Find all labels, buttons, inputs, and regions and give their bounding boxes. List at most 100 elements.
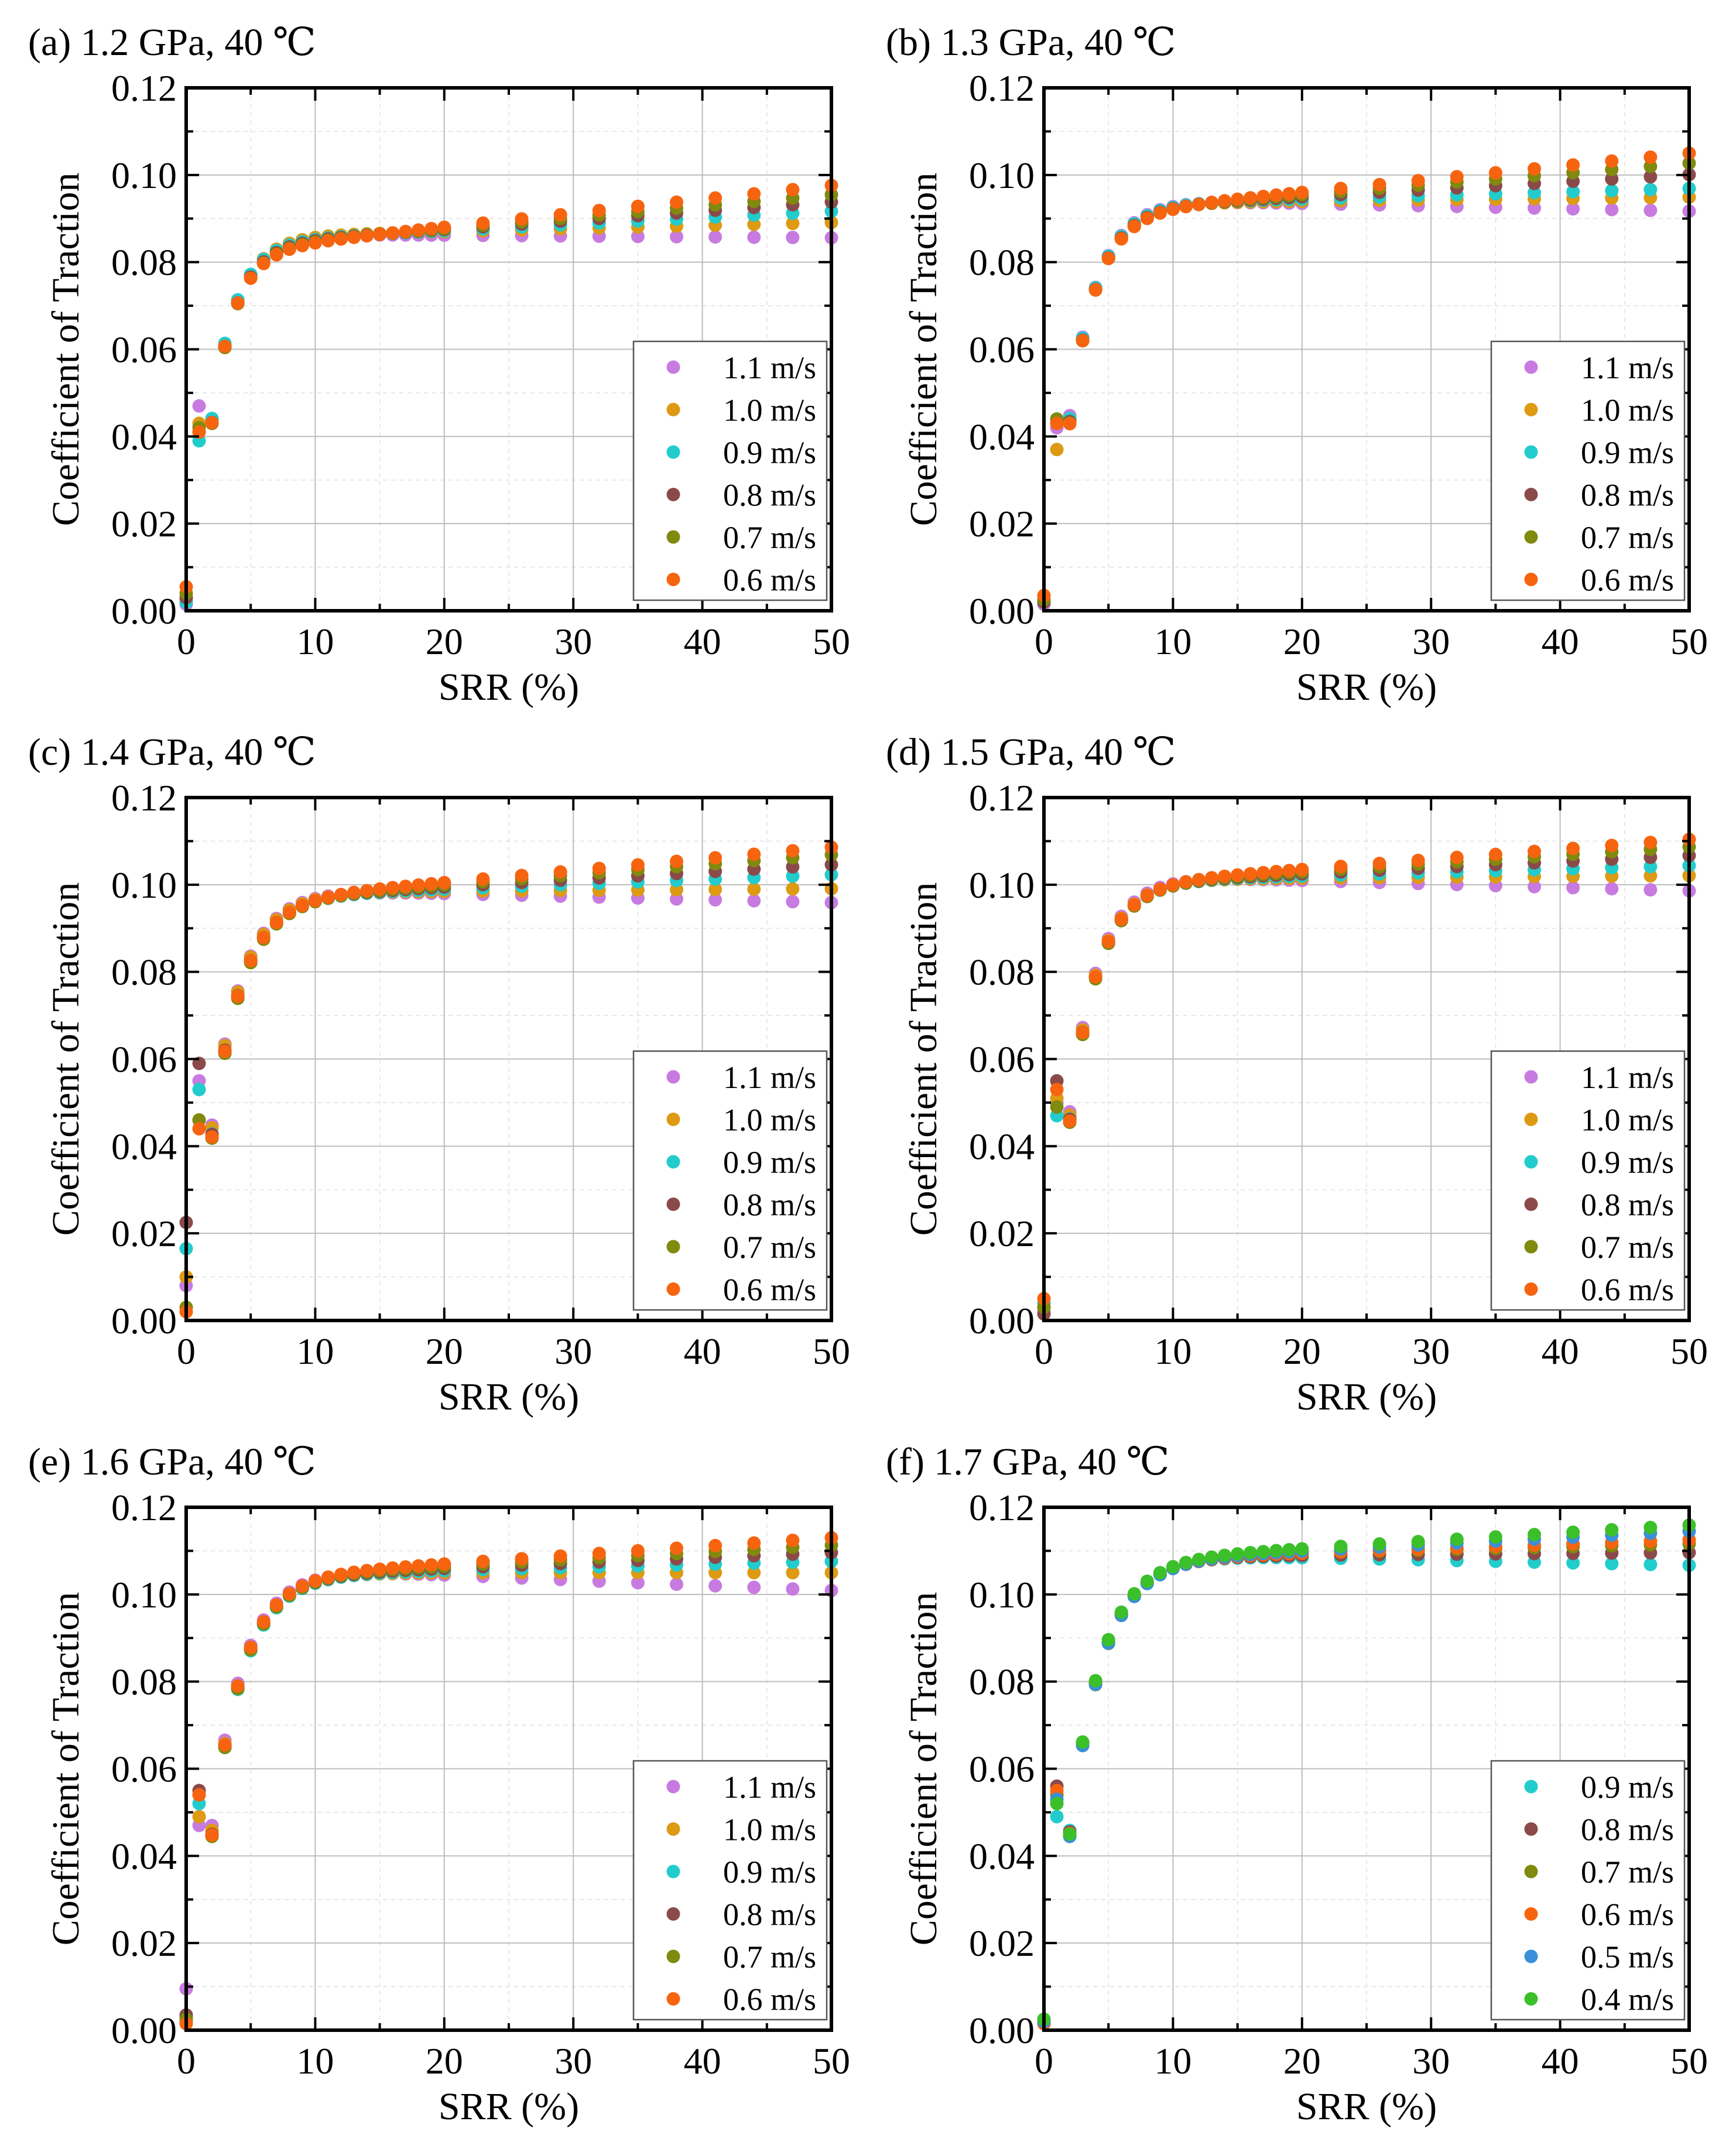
legend-marker: [666, 1198, 680, 1211]
data-point: [1256, 865, 1271, 880]
legend-label: 0.8 m/s: [1581, 1188, 1674, 1223]
legend-marker: [1524, 1113, 1538, 1126]
data-point: [1488, 1530, 1502, 1544]
legend-marker: [1524, 403, 1538, 416]
data-point: [321, 890, 335, 904]
data-point: [308, 236, 322, 250]
data-point: [631, 199, 645, 213]
x-tick-label: 20: [1283, 2040, 1321, 2082]
x-tick-label: 30: [1412, 2040, 1450, 2082]
x-tick-label: 10: [1154, 621, 1191, 662]
x-tick-label: 20: [426, 621, 463, 662]
data-point: [476, 1554, 490, 1568]
legend-label: 0.7 m/s: [723, 1230, 816, 1265]
data-point: [1295, 863, 1309, 877]
legend-marker: [1524, 360, 1538, 374]
data-point: [1127, 220, 1141, 234]
legend-marker: [1524, 530, 1538, 544]
data-point: [1528, 844, 1542, 858]
legend-label: 0.9 m/s: [1581, 435, 1674, 470]
data-point: [786, 895, 800, 909]
data-point: [1372, 177, 1386, 191]
data-point: [1205, 196, 1219, 210]
data-point: [1605, 1556, 1619, 1571]
legend-label: 0.8 m/s: [723, 478, 816, 513]
data-point: [670, 1541, 684, 1555]
data-point: [360, 884, 374, 898]
data-point: [192, 399, 206, 413]
data-point: [786, 869, 800, 883]
x-tick-label: 10: [1154, 1330, 1191, 1372]
x-tick-label: 40: [684, 2040, 721, 2082]
data-point: [1231, 192, 1245, 206]
data-point: [1528, 201, 1542, 215]
data-point: [192, 1809, 206, 1823]
data-point: [1605, 183, 1619, 197]
data-points: [179, 1531, 838, 2031]
x-tick-label: 50: [813, 2040, 850, 2082]
data-point: [515, 212, 529, 226]
data-point: [1528, 880, 1542, 894]
legend-box: [632, 1760, 828, 2021]
data-point: [1153, 882, 1167, 896]
data-point: [1269, 1544, 1283, 1558]
data-point: [412, 1559, 426, 1573]
x-axis-label: SRR (%): [439, 666, 579, 709]
data-point: [386, 226, 400, 240]
y-tick-label: 0.12: [111, 67, 177, 109]
data-point: [437, 875, 451, 889]
y-tick-label: 0.08: [111, 952, 177, 993]
y-axis-label: Coefficient of Traction: [44, 882, 87, 1236]
data-point: [1244, 867, 1258, 881]
legend-marker: [666, 445, 680, 459]
data-point: [476, 216, 490, 230]
y-tick-label: 0.02: [111, 1213, 177, 1254]
data-point: [1050, 1797, 1064, 1811]
legend-marker: [666, 1155, 680, 1169]
data-point: [553, 865, 567, 879]
data-point: [747, 217, 761, 231]
data-point: [386, 881, 400, 895]
data-point: [708, 191, 723, 205]
data-point: [1643, 1558, 1658, 1572]
data-point: [708, 882, 723, 897]
data-point: [1205, 1550, 1219, 1564]
data-point: [1140, 888, 1154, 902]
data-point: [386, 1561, 400, 1575]
legend-label: 1.0 m/s: [1581, 1103, 1674, 1138]
x-tick-label: 0: [177, 1330, 196, 1372]
data-point: [1488, 847, 1502, 861]
y-tick-label: 0.02: [111, 1922, 177, 1964]
data-point: [1076, 1735, 1090, 1749]
y-tick-label: 0.04: [969, 416, 1035, 457]
data-point: [1191, 873, 1206, 887]
data-point: [515, 868, 529, 882]
data-point: [1295, 1542, 1309, 1556]
data-point: [670, 195, 684, 209]
legend-marker: [1524, 1070, 1538, 1084]
data-point: [631, 858, 645, 872]
data-point: [1063, 1827, 1077, 1841]
legend-marker: [1524, 1155, 1538, 1169]
data-point: [1088, 1674, 1102, 1688]
legend-label: 1.0 m/s: [723, 1812, 816, 1847]
legend-marker: [666, 1780, 680, 1794]
y-tick-label: 0.08: [969, 952, 1035, 993]
y-tick-label: 0.02: [111, 503, 177, 545]
data-point: [1114, 912, 1128, 926]
data-point: [1140, 211, 1154, 225]
data-point: [1282, 187, 1296, 201]
data-point: [231, 989, 245, 1003]
x-tick-label: 30: [554, 2040, 592, 2082]
legend-marker: [666, 573, 680, 586]
legend-label: 0.6 m/s: [1581, 1272, 1674, 1308]
x-tick-label: 50: [813, 621, 850, 662]
legend-label: 0.9 m/s: [723, 435, 816, 470]
data-point: [1101, 935, 1115, 949]
legend-marker: [1524, 1780, 1538, 1794]
legend: 1.1 m/s 1.0 m/s 0.9 m/s 0.8 m/s 0.7 m/s 0.6 m…: [632, 1050, 828, 1311]
panel-title: (a) 1.2 GPa, 40 ℃: [28, 21, 316, 64]
data-point: [1166, 1560, 1180, 1574]
legend-marker: [1524, 1282, 1538, 1296]
data-point: [1218, 194, 1232, 208]
